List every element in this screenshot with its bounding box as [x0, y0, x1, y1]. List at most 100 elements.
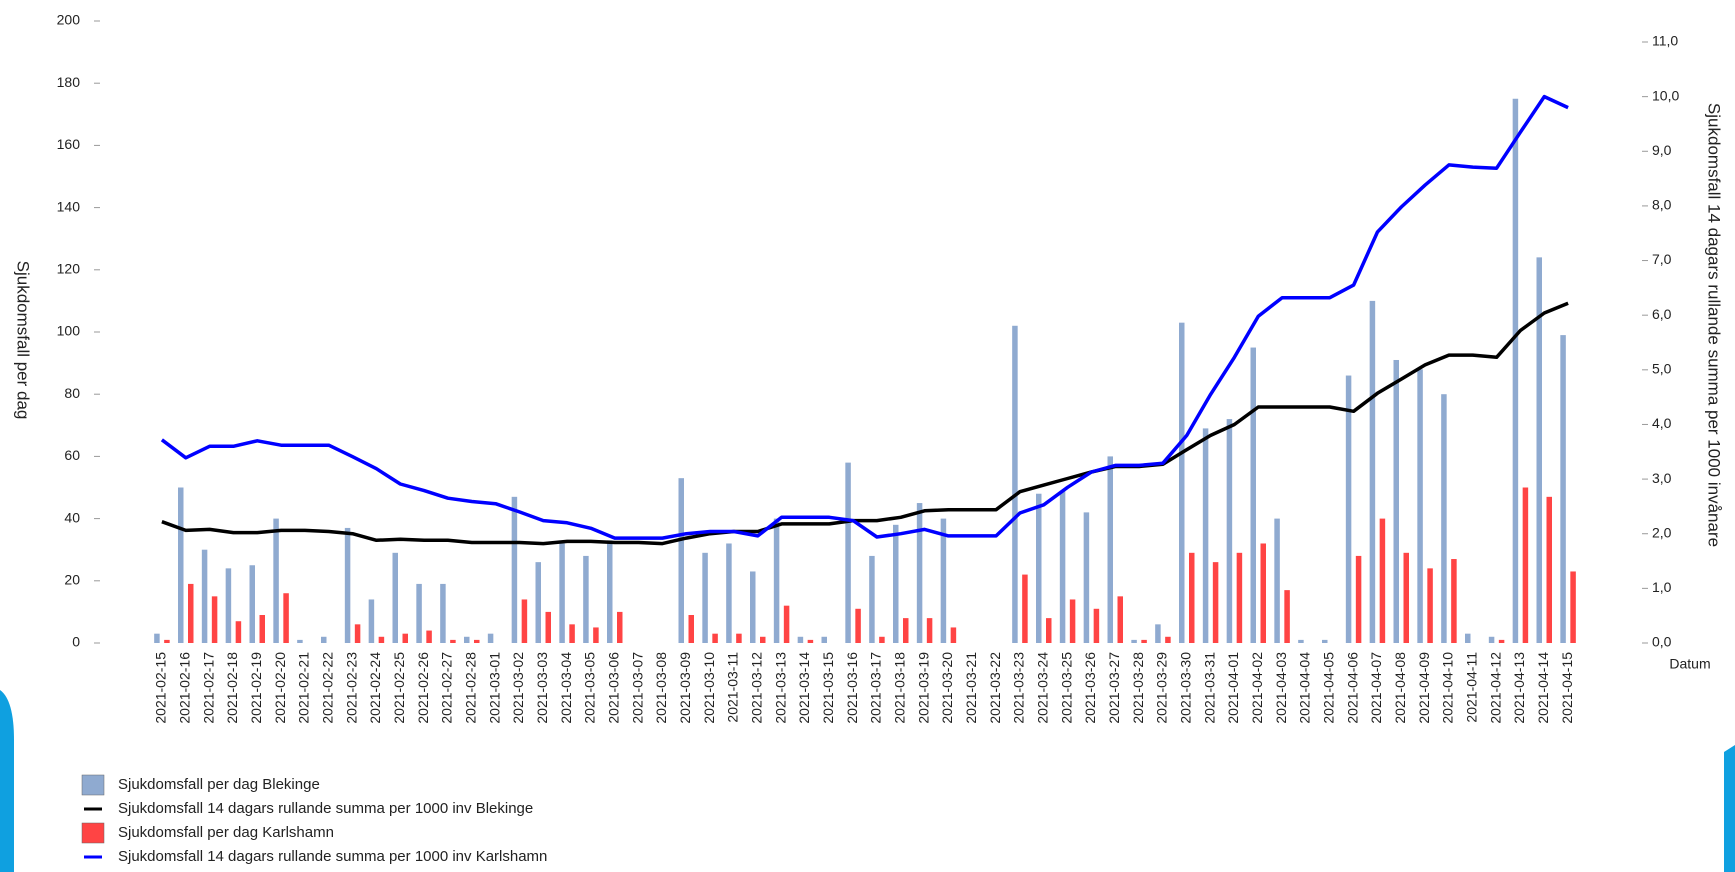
bar	[164, 639, 170, 643]
bar	[402, 633, 408, 643]
bar	[1036, 493, 1042, 643]
y-tick-label: 140	[57, 198, 81, 214]
x-tick-label: 2021-04-08	[1392, 652, 1408, 724]
x-tick-label: 2021-03-08	[653, 652, 669, 724]
x-tick-label: 2021-04-07	[1368, 652, 1384, 724]
bar	[845, 462, 851, 643]
bar	[1498, 639, 1505, 643]
bar	[283, 593, 289, 643]
bar	[416, 583, 422, 643]
x-tick-label: 2021-02-23	[343, 652, 359, 724]
bar	[1284, 590, 1290, 643]
x-tick-label: 2021-03-31	[1201, 652, 1217, 724]
bar	[426, 630, 432, 643]
x-tick-label: 2021-02-25	[391, 652, 407, 724]
x-tick-label: 2021-03-28	[1130, 652, 1146, 724]
x-tick-label: 2021-04-01	[1225, 652, 1241, 724]
x-tick-label: 2021-03-12	[748, 652, 764, 724]
bar	[259, 615, 265, 643]
bar	[1393, 359, 1399, 643]
bar	[474, 639, 480, 643]
x-tick-label: 2021-04-06	[1344, 652, 1360, 724]
legend-label: Sjukdomsfall 14 dagars rullande summa pe…	[118, 848, 547, 865]
bar	[235, 621, 242, 643]
bar	[1403, 552, 1409, 643]
bar	[1488, 636, 1495, 643]
x-tick-label: 2021-02-26	[415, 652, 431, 724]
bar	[1260, 543, 1266, 643]
bar	[1093, 608, 1100, 643]
bar	[297, 639, 303, 643]
x-tick-label: 2021-03-24	[1034, 652, 1050, 724]
bar	[1202, 428, 1209, 643]
x-tick-label: 2021-03-10	[701, 652, 717, 724]
bar	[1155, 624, 1161, 643]
y-tick-label: 120	[57, 261, 81, 277]
bar	[1165, 636, 1171, 643]
x-tick-label: 2021-03-23	[1011, 652, 1027, 724]
bar	[1522, 487, 1529, 643]
bar	[583, 555, 589, 643]
bar	[1107, 456, 1113, 643]
bar	[1570, 571, 1576, 643]
x-tick-label: 2021-02-27	[439, 652, 455, 724]
x-tick-label: 2021-02-24	[367, 652, 383, 724]
bar	[750, 571, 756, 643]
y-axis-title: Sjukdomsfall per dag	[14, 261, 33, 420]
bar	[903, 618, 909, 643]
x-tick-label: 2021-03-19	[915, 652, 931, 724]
x-tick-label: 2021-03-03	[534, 652, 550, 724]
bar	[1046, 618, 1052, 643]
bar	[569, 624, 575, 643]
bar	[368, 599, 375, 643]
bar	[545, 611, 551, 643]
bar	[392, 552, 398, 643]
x-tick-label: 2021-03-30	[1177, 652, 1193, 724]
bar	[450, 639, 456, 643]
y-tick-label: 20	[64, 572, 80, 588]
bar	[726, 543, 732, 643]
bar	[188, 583, 194, 643]
x-tick-label: 2021-03-06	[605, 652, 621, 724]
legend-label: Sjukdomsfall per dag Karlshamn	[118, 824, 334, 841]
line	[160, 94, 1569, 540]
x-tick-label: 2021-04-02	[1249, 652, 1265, 724]
bar	[736, 633, 742, 643]
bar	[378, 636, 385, 643]
bar	[1512, 98, 1519, 643]
bar	[1379, 518, 1386, 643]
y2-tick-label: 7,0	[1652, 251, 1672, 267]
bar	[1355, 555, 1362, 643]
bar	[712, 633, 718, 643]
bar	[178, 487, 184, 643]
bar	[1022, 574, 1028, 643]
legend-label: Sjukdomsfall 14 dagars rullande summa pe…	[118, 800, 533, 817]
bar	[821, 636, 827, 643]
x-tick-label: 2021-04-14	[1535, 652, 1551, 724]
bar	[1117, 596, 1123, 643]
bar	[1059, 490, 1066, 643]
bar	[879, 636, 885, 643]
bar	[1274, 518, 1280, 643]
bar	[1226, 419, 1233, 643]
x-tick-label: 2021-03-20	[939, 652, 955, 724]
bar	[1189, 552, 1195, 643]
bar	[1179, 322, 1185, 643]
y2-tick-label: 5,0	[1652, 361, 1672, 377]
y-tick-label: 0	[72, 634, 80, 650]
y2-tick-label: 9,0	[1652, 142, 1672, 158]
x-tick-label: 2021-04-09	[1416, 652, 1432, 724]
bar	[1298, 639, 1304, 643]
x-tick-label: 2021-04-05	[1320, 652, 1336, 724]
x-tick-label: 2021-04-10	[1440, 652, 1456, 724]
y2-axis-title: Sjukdomsfall 14 dagars rullande summa pe…	[1705, 103, 1724, 547]
bar	[1212, 562, 1219, 643]
x-tick-label: 2021-03-07	[629, 652, 645, 724]
y-tick-label: 40	[64, 509, 80, 525]
y-tick-label: 180	[57, 74, 81, 90]
bar	[1451, 559, 1457, 643]
bar	[1083, 512, 1090, 643]
bar	[511, 496, 518, 643]
bar	[273, 518, 279, 643]
x-tick-label: 2021-03-25	[1058, 652, 1074, 724]
